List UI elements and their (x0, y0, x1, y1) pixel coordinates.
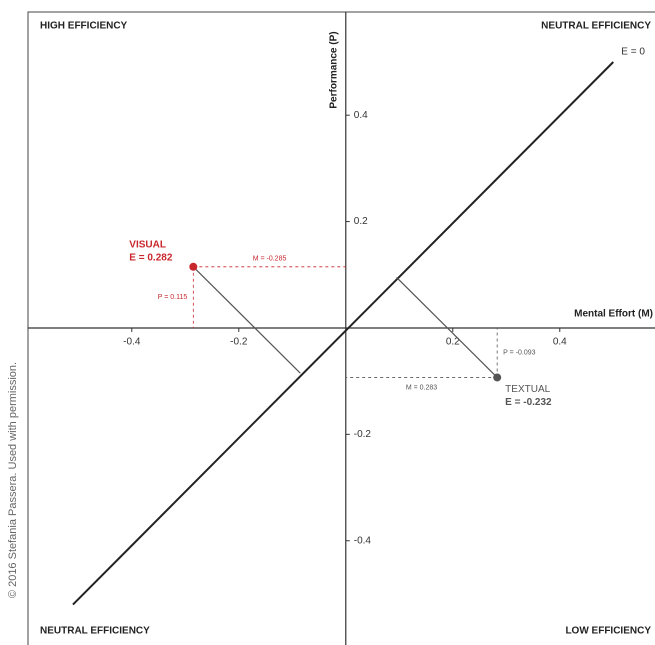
e-distance (396, 277, 498, 378)
e-line (72, 61, 614, 606)
e-distance (192, 266, 301, 374)
point (493, 373, 502, 382)
series-name: VISUAL (129, 239, 166, 250)
quadrant-label: NEUTRAL EFFICIENCY (40, 626, 150, 637)
x-tick-label: -0.4 (123, 337, 141, 348)
e-label: E = 0.282 (129, 252, 173, 263)
x-axis-label: Mental Effort (M) (574, 309, 653, 320)
y-tick-label: -0.2 (354, 429, 372, 440)
e-label: E = -0.232 (505, 397, 552, 408)
y-tick-label: 0.2 (354, 216, 368, 227)
quadrant-label: NEUTRAL EFFICIENCY (541, 21, 651, 32)
y-axis-label: Performance (P) (328, 31, 339, 108)
e-line-label: E = 0 (621, 47, 645, 58)
point (189, 262, 198, 271)
x-tick-label: -0.2 (230, 337, 248, 348)
y-tick-label: 0.4 (354, 110, 368, 121)
m-label: M = -0.285 (253, 256, 287, 263)
x-tick-label: 0.4 (553, 337, 567, 348)
credit: © 2016 Stefania Passera. Used with permi… (7, 362, 19, 598)
x-tick-label: 0.2 (446, 337, 460, 348)
quadrant-label: LOW EFFICIENCY (565, 626, 651, 637)
p-label: P = -0.093 (503, 350, 535, 357)
p-label: P = 0.115 (158, 294, 188, 301)
quadrant-label: HIGH EFFICIENCY (40, 21, 128, 32)
plot-frame (27, 11, 655, 645)
y-tick-label: -0.4 (354, 535, 372, 546)
m-label: M = 0.283 (406, 384, 437, 391)
series-name: TEXTUAL (505, 384, 550, 395)
